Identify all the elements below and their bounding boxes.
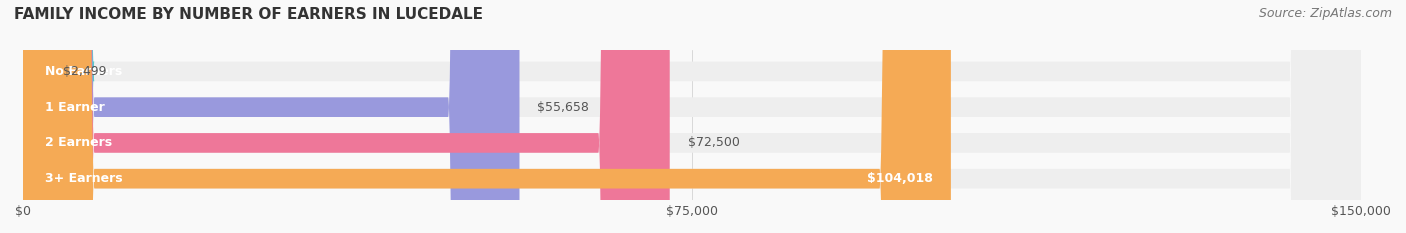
- Text: 3+ Earners: 3+ Earners: [45, 172, 122, 185]
- Text: No Earners: No Earners: [45, 65, 122, 78]
- Text: Source: ZipAtlas.com: Source: ZipAtlas.com: [1258, 7, 1392, 20]
- FancyBboxPatch shape: [22, 0, 519, 233]
- Text: 2 Earners: 2 Earners: [45, 137, 112, 149]
- Text: 1 Earner: 1 Earner: [45, 101, 105, 114]
- Text: $2,499: $2,499: [63, 65, 107, 78]
- Text: FAMILY INCOME BY NUMBER OF EARNERS IN LUCEDALE: FAMILY INCOME BY NUMBER OF EARNERS IN LU…: [14, 7, 484, 22]
- FancyBboxPatch shape: [22, 0, 1361, 233]
- Text: $55,658: $55,658: [537, 101, 589, 114]
- FancyBboxPatch shape: [22, 0, 1361, 233]
- FancyBboxPatch shape: [22, 0, 1361, 233]
- FancyBboxPatch shape: [22, 0, 1361, 233]
- FancyBboxPatch shape: [0, 0, 94, 233]
- FancyBboxPatch shape: [22, 0, 669, 233]
- FancyBboxPatch shape: [22, 0, 950, 233]
- Text: $72,500: $72,500: [688, 137, 740, 149]
- Text: $104,018: $104,018: [868, 172, 934, 185]
